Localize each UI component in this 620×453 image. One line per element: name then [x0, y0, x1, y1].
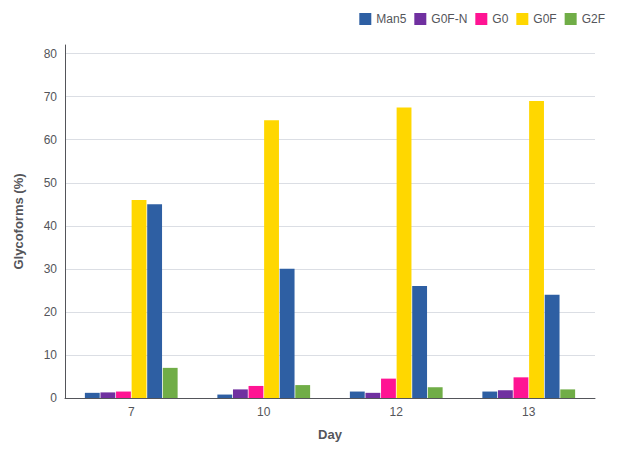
svg-text:G0: G0	[492, 12, 508, 26]
svg-text:12: 12	[390, 405, 404, 419]
svg-text:30: 30	[44, 262, 58, 276]
svg-text:60: 60	[44, 133, 58, 147]
svg-text:Day: Day	[318, 427, 343, 442]
svg-text:80: 80	[44, 47, 58, 61]
svg-text:10: 10	[257, 405, 271, 419]
svg-text:G0F-N: G0F-N	[431, 12, 467, 26]
svg-text:20: 20	[44, 305, 58, 319]
svg-text:70: 70	[44, 90, 58, 104]
svg-text:40: 40	[44, 219, 58, 233]
svg-text:G2F: G2F	[582, 12, 605, 26]
svg-text:Man5: Man5	[376, 12, 406, 26]
svg-text:0: 0	[50, 391, 57, 405]
svg-text:13: 13	[522, 405, 536, 419]
svg-text:50: 50	[44, 176, 58, 190]
svg-text:10: 10	[44, 348, 58, 362]
svg-text:Glycoforms (%): Glycoforms (%)	[11, 173, 26, 269]
svg-text:G0F: G0F	[533, 12, 556, 26]
svg-text:7: 7	[128, 405, 135, 419]
